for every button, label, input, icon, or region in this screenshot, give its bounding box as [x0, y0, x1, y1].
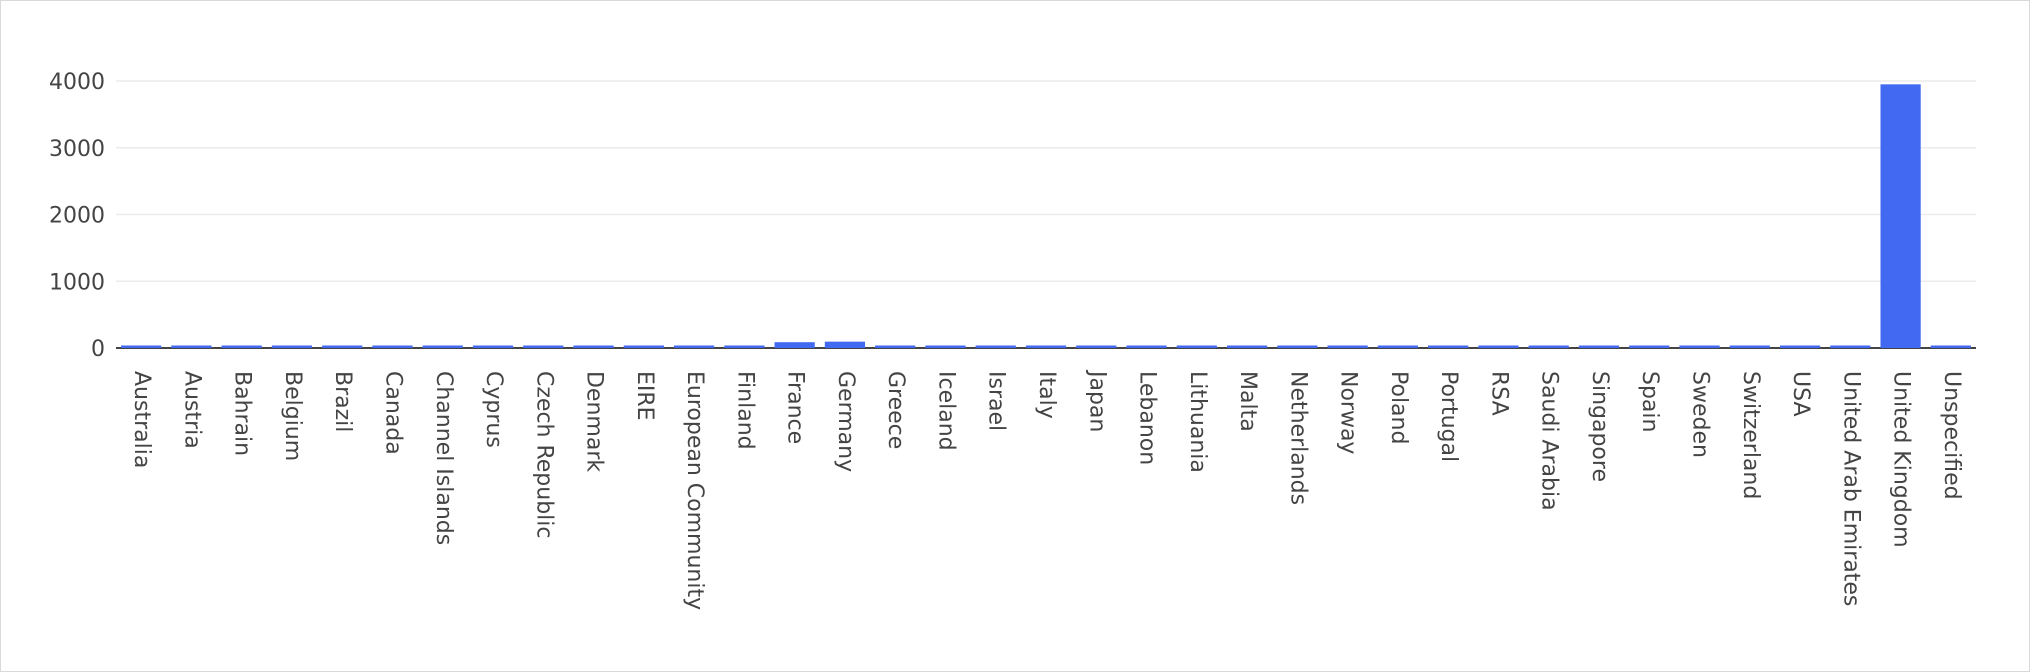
y-tick-label: 0 [91, 337, 105, 362]
x-tick-label: Switzerland [1738, 371, 1763, 499]
x-tick-label: Iceland [933, 371, 958, 451]
x-tick-label: Lebanon [1135, 371, 1160, 465]
x-tick-label: European Community [682, 371, 707, 610]
y-axis-ticks: 0 1000 2000 3000 4000 [49, 70, 105, 362]
bar-singapore[interactable] [1578, 345, 1620, 349]
x-tick-label: Greece [883, 371, 908, 449]
bar-unspecified[interactable] [1930, 345, 1971, 349]
x-tick-label: USA [1788, 371, 1813, 417]
x-tick-label: EIRE [632, 371, 657, 421]
x-tick-label: Denmark [582, 371, 607, 472]
bar-cyprus[interactable] [472, 345, 514, 349]
bar-united-kingdom[interactable] [1880, 84, 1921, 349]
bar-european-community[interactable] [674, 345, 715, 349]
x-tick-label: Australia [129, 371, 154, 468]
bar-finland[interactable] [724, 345, 765, 349]
bar-france[interactable] [774, 342, 815, 348]
x-tick-label: Finland [732, 371, 757, 450]
x-tick-label: Lithuania [1185, 371, 1210, 473]
x-tick-label: Brazil [330, 371, 355, 432]
x-tick-label: Austria [179, 371, 204, 449]
y-tick-label: 4000 [49, 70, 105, 95]
bar-greece[interactable] [875, 345, 916, 349]
bar-norway[interactable] [1327, 345, 1368, 349]
bar-brazil[interactable] [322, 345, 363, 349]
bar-belgium[interactable] [271, 345, 313, 349]
x-tick-label: Sweden [1688, 371, 1713, 458]
x-tick-label: Norway [1336, 371, 1361, 454]
bar-malta[interactable] [1226, 345, 1268, 349]
bar-eire[interactable] [623, 345, 664, 349]
bars [121, 84, 1971, 349]
x-tick-label: Unspecified [1939, 371, 1964, 500]
x-tick-label: RSA [1486, 371, 1511, 416]
bar-united-arab-emirates[interactable] [1830, 345, 1871, 349]
bar-japan[interactable] [1076, 345, 1117, 349]
bar-lebanon[interactable] [1126, 345, 1167, 349]
bar-usa[interactable] [1779, 345, 1821, 349]
y-tick-label: 3000 [49, 137, 105, 162]
x-tick-label: Canada [380, 371, 405, 455]
x-tick-label: Saudi Arabia [1537, 371, 1562, 511]
x-tick-label: Cyprus [481, 371, 506, 448]
bar-italy[interactable] [1025, 345, 1067, 349]
bar-israel[interactable] [975, 345, 1016, 349]
x-tick-label: France [783, 371, 808, 444]
x-tick-label: Poland [1386, 371, 1411, 444]
bar-portugal[interactable] [1428, 345, 1469, 349]
gridlines [116, 80, 1976, 349]
bar-rsa[interactable] [1478, 345, 1519, 349]
bar-denmark[interactable] [573, 345, 614, 349]
bar-australia[interactable] [121, 345, 162, 349]
x-tick-label: Belgium [280, 371, 305, 461]
x-tick-label: Italy [1034, 371, 1059, 419]
y-tick-label: 2000 [49, 204, 105, 229]
bar-iceland[interactable] [925, 345, 966, 349]
x-tick-label: Spain [1637, 371, 1662, 432]
x-tick-label: Singapore [1587, 371, 1612, 482]
bar-czech-republic[interactable] [523, 345, 564, 349]
x-axis-ticks: Australia Austria Bahrain Belgium Brazil Cana… [129, 369, 1964, 610]
x-tick-label: United Kingdom [1889, 371, 1914, 548]
x-tick-label: United Arab Emirates [1838, 371, 1863, 606]
bar-switzerland[interactable] [1729, 345, 1770, 349]
bar-bahrain[interactable] [221, 345, 262, 349]
x-tick-label: Malta [1235, 371, 1260, 432]
bar-sweden[interactable] [1679, 345, 1720, 349]
bar-canada[interactable] [372, 345, 413, 349]
x-tick-label: Japan [1084, 369, 1109, 432]
bar-lithuania[interactable] [1176, 345, 1217, 349]
x-tick-label: Bahrain [230, 371, 255, 456]
bar-channel-islands[interactable] [422, 345, 463, 349]
bar-saudi-arabia[interactable] [1528, 345, 1569, 349]
bar-austria[interactable] [171, 345, 212, 349]
bar-spain[interactable] [1629, 345, 1670, 349]
x-tick-label: Channel Islands [431, 371, 456, 545]
bar-poland[interactable] [1377, 345, 1418, 349]
x-tick-label: Israel [984, 371, 1009, 431]
x-tick-label: Czech Republic [531, 371, 556, 539]
x-tick-label: Portugal [1436, 371, 1461, 462]
bar-netherlands[interactable] [1277, 345, 1318, 349]
x-tick-label: Germany [833, 371, 858, 472]
y-tick-label: 1000 [49, 270, 105, 295]
x-tick-label: Netherlands [1285, 371, 1310, 505]
bar-germany[interactable] [824, 341, 866, 348]
